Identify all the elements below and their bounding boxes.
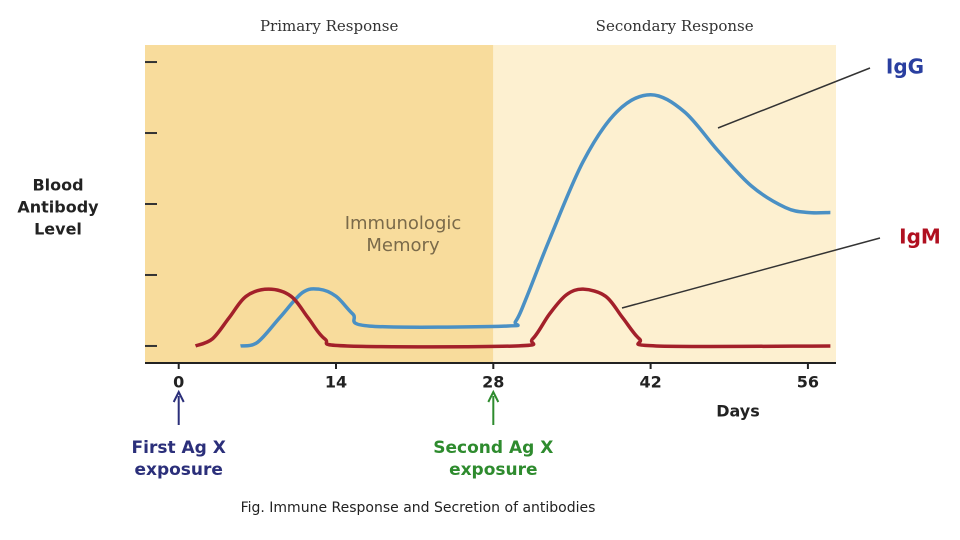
region: [145, 45, 494, 363]
region-label: Primary Response: [260, 17, 398, 35]
y-axis-label: Blood: [32, 176, 83, 195]
annotation-text: Second Ag X: [433, 438, 553, 458]
annotation-text: First Ag X: [132, 438, 226, 458]
memory-label: Memory: [366, 235, 440, 256]
x-axis-label: Days: [716, 402, 760, 421]
series-label: IgG: [886, 55, 924, 79]
series-line: [240, 92, 831, 348]
region: [493, 45, 836, 363]
x-tick-label: 0: [173, 373, 184, 392]
annotation-text: exposure: [134, 460, 222, 480]
series-label: IgM: [899, 225, 941, 249]
leader-line: [717, 67, 871, 129]
x-tick-label: 28: [482, 373, 504, 392]
x-tick-label: 14: [325, 373, 347, 392]
x-tick-label: 56: [797, 373, 819, 392]
leader-line: [621, 237, 881, 309]
arrow-head: [172, 389, 185, 403]
y-axis-label: Level: [34, 220, 82, 239]
series-line: [194, 287, 831, 349]
x-tick-label: 42: [639, 373, 661, 392]
arrow-head: [487, 389, 500, 403]
region-label: Secondary Response: [596, 17, 754, 35]
caption: Fig. Immune Response and Secretion of an…: [241, 500, 596, 516]
annotation-text: exposure: [449, 460, 537, 480]
y-axis-label: Antibody: [17, 198, 99, 217]
memory-label: Immunologic: [345, 213, 462, 234]
